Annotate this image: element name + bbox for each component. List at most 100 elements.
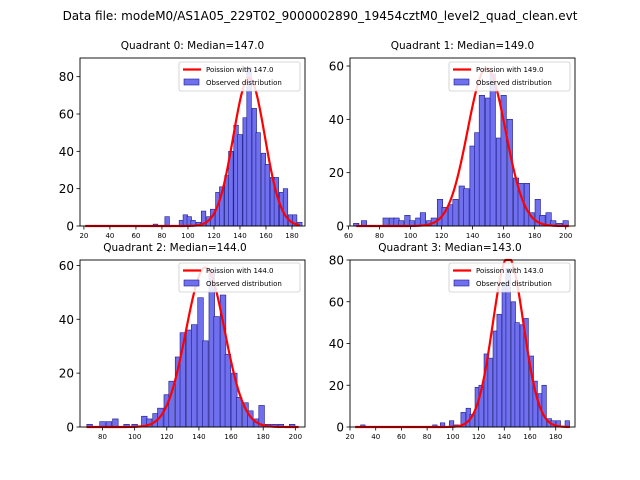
- legend-box: [448, 61, 571, 92]
- y-tick-label: 0: [336, 220, 344, 234]
- histogram-bar: [541, 384, 547, 428]
- x-tick-label: 160: [523, 433, 536, 441]
- x-tick-label: 80: [423, 433, 432, 441]
- subplot-title: Quadrant 1: Median=149.0: [391, 40, 534, 52]
- histogram-bar: [463, 188, 470, 227]
- legend-observed-swatch: [183, 279, 200, 287]
- axes-frame: [79, 259, 306, 428]
- x-tick-label: 160: [224, 433, 237, 441]
- x-tick-label: 140: [192, 433, 205, 441]
- x-tick-label: 80: [98, 433, 107, 441]
- x-tick-label: 140: [498, 433, 511, 441]
- legend: Poission with 143.0 Observed distributio…: [448, 262, 571, 293]
- x-tick-label: 20: [79, 232, 88, 240]
- legend-observed-swatch: [453, 78, 470, 86]
- subplot-title: Quadrant 0: Median=147.0: [121, 40, 264, 52]
- x-tick-label: 60: [344, 232, 353, 240]
- histogram-bar: [164, 216, 170, 227]
- legend-box: [178, 61, 301, 92]
- x-tick-label: 120: [207, 232, 220, 240]
- legend-observed-label: Observed distribution: [206, 79, 282, 87]
- x-tick-label: 40: [371, 433, 380, 441]
- x-tick-label: 120: [472, 433, 485, 441]
- histogram-bar: [264, 164, 270, 227]
- histogram-bar: [452, 199, 459, 227]
- x-tick-label: 140: [233, 232, 246, 240]
- x-tick-label: 120: [160, 433, 173, 441]
- figure-title: Data file: modeM0/AS1A05_229T02_90000028…: [63, 9, 578, 23]
- histogram-bar: [496, 313, 502, 428]
- x-tick-label: 140: [466, 232, 479, 240]
- histogram-bar: [514, 322, 520, 428]
- histogram-bar: [478, 95, 485, 227]
- y-tick-label: 80: [59, 70, 74, 84]
- x-tick-label: 80: [375, 232, 384, 240]
- y-tick-label: 0: [66, 220, 74, 234]
- y-tick-label: 0: [336, 421, 344, 435]
- legend-observed-swatch: [453, 279, 470, 287]
- legend-fit-label: Poission with 147.0: [206, 66, 274, 74]
- legend-fit-label: Poission with 144.0: [206, 267, 274, 275]
- x-tick-label: 160: [259, 232, 272, 240]
- legend-fit-label: Poission with 143.0: [476, 267, 544, 275]
- x-tick-label: 200: [289, 433, 302, 441]
- histogram-bar: [382, 217, 389, 227]
- x-tick-label: 60: [397, 433, 406, 441]
- legend-observed-label: Observed distribution: [476, 280, 552, 288]
- histogram-bar: [190, 324, 198, 428]
- histogram-bar: [202, 340, 209, 428]
- subplot-quadrant-1: Quadrant 1: Median=149.0 60 80 100 120 140 16…: [329, 40, 576, 240]
- subplot-quadrant-3: Quadrant 3: Median=143.0 20 40 60 80 100 120 1…: [329, 242, 576, 441]
- histogram-bar: [255, 132, 261, 227]
- y-tick-label: 40: [329, 337, 344, 351]
- y-tick-label: 20: [329, 166, 344, 180]
- histogram-bar: [235, 397, 243, 428]
- x-tick-label: 100: [404, 232, 417, 240]
- x-tick-label: 120: [435, 232, 448, 240]
- x-tick-label: 100: [181, 232, 194, 240]
- subplot-title: Quadrant 2: Median=144.0: [103, 242, 246, 254]
- legend: Poission with 144.0 Observed distributio…: [178, 262, 301, 293]
- x-tick-label: 100: [128, 433, 141, 441]
- y-tick-label: 20: [59, 367, 74, 381]
- y-tick-label: 0: [66, 421, 74, 435]
- y-tick-label: 60: [329, 60, 344, 74]
- x-tick-label: 180: [257, 433, 270, 441]
- x-tick-label: 20: [346, 433, 355, 441]
- histogram-bar: [506, 119, 513, 227]
- y-tick-label: 60: [329, 295, 344, 309]
- histogram-bar: [213, 316, 220, 428]
- y-tick-label: 20: [59, 182, 74, 196]
- histogram-bar: [224, 353, 231, 428]
- histogram-bar: [237, 134, 243, 227]
- x-tick-label: 100: [446, 433, 459, 441]
- y-tick-label: 40: [59, 145, 74, 159]
- y-tick-label: 40: [59, 313, 74, 327]
- subplot-quadrant-2: Quadrant 2: Median=144.0 80 100 120 140 160 1…: [59, 242, 306, 441]
- subplot-title: Quadrant 3: Median=143.0: [378, 242, 521, 254]
- legend-box: [448, 262, 571, 293]
- y-tick-label: 40: [329, 113, 344, 127]
- legend-observed-label: Observed distribution: [476, 79, 552, 87]
- axes-frame: [349, 57, 576, 227]
- legend: Poission with 149.0 Observed distributio…: [448, 61, 571, 92]
- legend: Poission with 147.0 Observed distributio…: [178, 61, 301, 92]
- histogram-bar: [489, 73, 496, 227]
- legend-fit-label: Poission with 149.0: [476, 66, 544, 74]
- x-tick-label: 80: [157, 232, 166, 240]
- legend-observed-label: Observed distribution: [206, 280, 282, 288]
- histogram-bar: [112, 418, 119, 428]
- x-tick-label: 160: [497, 232, 510, 240]
- x-tick-label: 180: [528, 232, 541, 240]
- subplot-quadrant-0: Quadrant 0: Median=147.0 20 40 60 80 100 120 1…: [59, 40, 306, 240]
- y-tick-label: 80: [329, 254, 344, 268]
- y-tick-label: 60: [59, 259, 74, 273]
- legend-observed-swatch: [183, 78, 200, 86]
- x-tick-label: 180: [549, 433, 562, 441]
- y-tick-label: 60: [59, 108, 74, 122]
- x-tick-label: 200: [559, 232, 572, 240]
- x-tick-label: 40: [105, 232, 114, 240]
- y-tick-label: 20: [329, 379, 344, 393]
- x-tick-label: 180: [285, 232, 298, 240]
